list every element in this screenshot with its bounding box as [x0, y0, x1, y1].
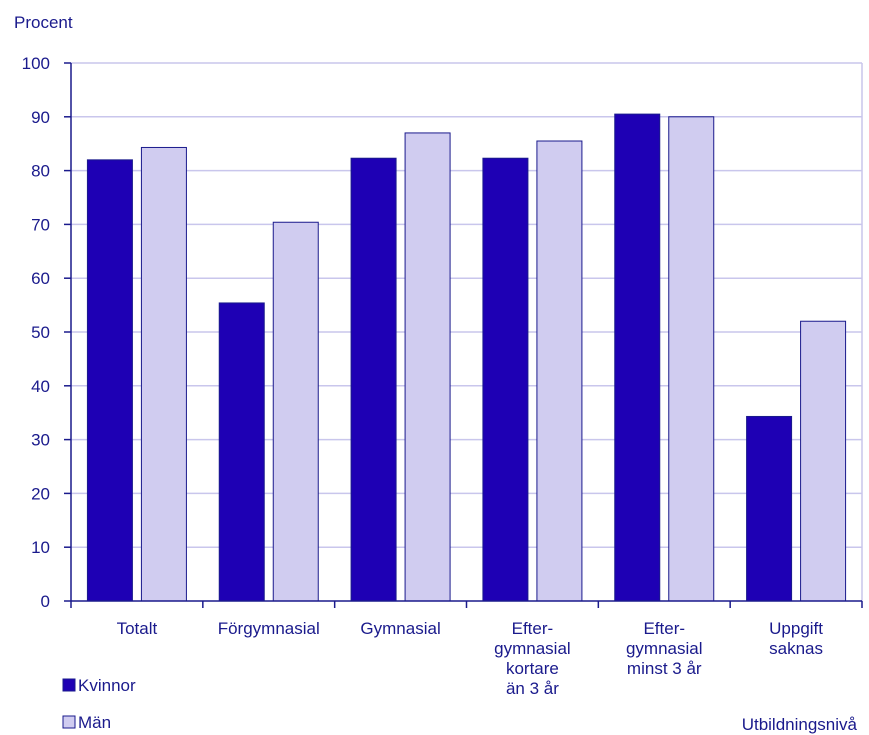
- y-tick-label: 80: [31, 162, 50, 181]
- legend-swatch: [62, 678, 76, 692]
- y-tick-label: 50: [31, 323, 50, 342]
- bar-m-n: [800, 320, 847, 602]
- bar-m-n: [536, 140, 583, 602]
- y-tick-label: 10: [31, 538, 50, 557]
- bar-kvinnor: [746, 415, 793, 602]
- bar-m-n: [272, 221, 319, 602]
- bar-kvinnor: [218, 302, 265, 602]
- legend-swatch: [62, 715, 76, 729]
- legend: Kvinnor Män: [62, 676, 136, 732]
- bar-kvinnor: [614, 113, 661, 602]
- y-tick-label: 0: [41, 592, 50, 611]
- category-labels: Totalt Förgymnasial Gymnasial Efter-gymnasi…: [117, 619, 824, 698]
- category-label: Totalt: [117, 619, 158, 638]
- bar-kvinnor: [482, 157, 529, 602]
- y-axis-label: Procent: [14, 13, 73, 32]
- legend-label: Kvinnor: [78, 676, 136, 695]
- y-tick-label: 30: [31, 431, 50, 450]
- bar-m-n: [140, 146, 187, 602]
- x-axis-label: Utbildningsnivå: [742, 715, 858, 734]
- gridlines: [71, 62, 863, 601]
- category-label: Förgymnasial: [218, 619, 320, 638]
- category-label: Gymnasial: [360, 619, 440, 638]
- category-label: Uppgift saknas: [769, 619, 823, 658]
- y-tick-label: 70: [31, 215, 50, 234]
- y-tick-label: 20: [31, 484, 50, 503]
- bars: [86, 113, 847, 602]
- y-tick-label: 60: [31, 269, 50, 288]
- category-label: Efter-gymnasial minst 3 år: [626, 619, 703, 678]
- y-tick-label: 100: [22, 54, 50, 73]
- y-tick-label: 40: [31, 377, 50, 396]
- legend-label: Män: [78, 713, 111, 732]
- bar-kvinnor: [86, 159, 133, 602]
- bar-m-n: [404, 132, 451, 602]
- category-label: Efter-gymnasial kortare än 3 år: [494, 619, 571, 698]
- axes: [64, 62, 863, 608]
- y-tick-labels: 0 10 20 30 40 50 60 70 80 90 100: [22, 54, 50, 611]
- bar-kvinnor: [350, 157, 397, 602]
- y-tick-label: 90: [31, 108, 50, 127]
- bar-m-n: [668, 116, 715, 602]
